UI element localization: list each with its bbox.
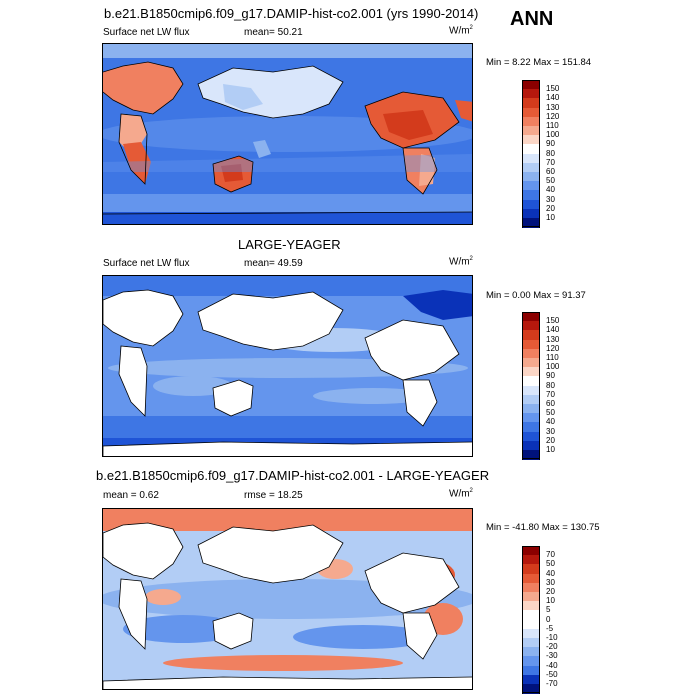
season-label: ANN	[510, 8, 554, 30]
colorbar-outline	[522, 546, 540, 694]
colorbar-tick-label: 40	[546, 568, 555, 578]
colorbar-tick-label: 110	[546, 121, 559, 130]
panel1-map	[102, 43, 473, 225]
colorbar-tick-label: 120	[546, 111, 560, 121]
colorbar-tick-label: 130	[546, 102, 560, 112]
colorbar-tick-label: 100	[546, 362, 560, 372]
panel1-left-label: Surface net LW flux	[103, 27, 190, 38]
colorbar-tick-label: 120	[546, 343, 560, 353]
colorbar-tick-label: -20	[546, 642, 558, 652]
panel3-min-max: Min = -41.80 Max = 130.75	[486, 522, 600, 533]
colorbar-tick-label: 70	[546, 389, 555, 399]
colorbar-tick-label: 100	[546, 130, 560, 140]
colorbar-tick-label: 90	[546, 371, 555, 381]
colorbar-tick-label: 140	[546, 93, 560, 103]
colorbar-tick-label: -70	[546, 679, 558, 688]
colorbar-tick-label: 70	[546, 157, 555, 167]
panel1-units: W/m2	[449, 25, 473, 37]
colorbar-tick-label: 50	[546, 176, 555, 186]
panel2-mean-label: mean= 49.59	[244, 258, 303, 269]
colorbar-outline	[522, 80, 540, 228]
colorbar-tick-label: -5	[546, 623, 554, 633]
panel2-title: LARGE-YEAGER	[238, 237, 341, 252]
panel3-map	[102, 508, 473, 690]
colorbar-tick-label: 30	[546, 194, 555, 204]
colorbar-tick-label: 40	[546, 417, 555, 427]
colorbar-tick-label: 0	[546, 614, 551, 624]
colorbar-tick-label: 40	[546, 185, 555, 195]
panel3-map-svg	[103, 509, 472, 689]
colorbar-tick-label: 150	[546, 84, 560, 94]
colorbar-tick-label: 5	[546, 605, 551, 615]
colorbar-tick-label: -50	[546, 669, 558, 679]
panel3-left-label: mean = 0.62	[103, 490, 159, 501]
colorbar-tick-label: 60	[546, 167, 555, 176]
colorbar-tick-label: 70	[546, 550, 555, 560]
panel2-map	[102, 275, 473, 457]
colorbar-tick-label: -10	[546, 633, 558, 642]
colorbar-tick-label: 30	[546, 426, 555, 436]
panel3-rmse-label: rmse = 18.25	[244, 490, 303, 501]
colorbar-tick-label: -30	[546, 651, 558, 661]
colorbar-tick-label: 10	[546, 596, 555, 606]
colorbar-tick-label: 60	[546, 399, 555, 408]
colorbar-tick-label: 50	[546, 408, 555, 418]
panel2-map-svg	[103, 276, 472, 456]
panel3-title: b.e21.B1850cmip6.f09_g17.DAMIP-hist-co2.…	[96, 468, 490, 483]
colorbar-tick-label: 50	[546, 559, 555, 569]
colorbar-tick-label: 150	[546, 316, 560, 326]
colorbar-tick-label: 80	[546, 380, 555, 390]
colorbar-tick-label: -40	[546, 660, 558, 670]
colorbar-tick-label: 20	[546, 435, 555, 445]
panel1-min-max: Min = 8.22 Max = 151.84	[486, 57, 592, 68]
panel2-units: W/m2	[449, 256, 473, 268]
panel2-left-label: Surface net LW flux	[103, 258, 190, 269]
colorbar-tick-label: 130	[546, 334, 560, 344]
colorbar-tick-label: 90	[546, 139, 555, 149]
colorbar-tick-label: 20	[546, 587, 555, 596]
colorbar-tick-label: 110	[546, 353, 559, 362]
panel2-min-max: Min = 0.00 Max = 91.37	[486, 290, 586, 301]
colorbar-tick-label: 20	[546, 203, 555, 213]
panel1-mean-label: mean= 50.21	[244, 27, 303, 38]
colorbar-tick-label: 10	[546, 445, 555, 454]
colorbar-tick-label: 140	[546, 325, 560, 335]
colorbar-tick-label: 30	[546, 577, 555, 587]
colorbar-tick-label: 10	[546, 213, 555, 222]
colorbar-tick-label: 80	[546, 148, 555, 158]
panel3-units: W/m2	[449, 488, 473, 500]
panel1-map-svg	[103, 44, 472, 224]
panel1-title: b.e21.B1850cmip6.f09_g17.DAMIP-hist-co2.…	[104, 6, 479, 21]
colorbar-outline	[522, 312, 540, 460]
